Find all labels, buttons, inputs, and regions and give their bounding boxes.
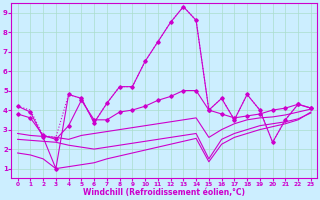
X-axis label: Windchill (Refroidissement éolien,°C): Windchill (Refroidissement éolien,°C) bbox=[83, 188, 245, 197]
